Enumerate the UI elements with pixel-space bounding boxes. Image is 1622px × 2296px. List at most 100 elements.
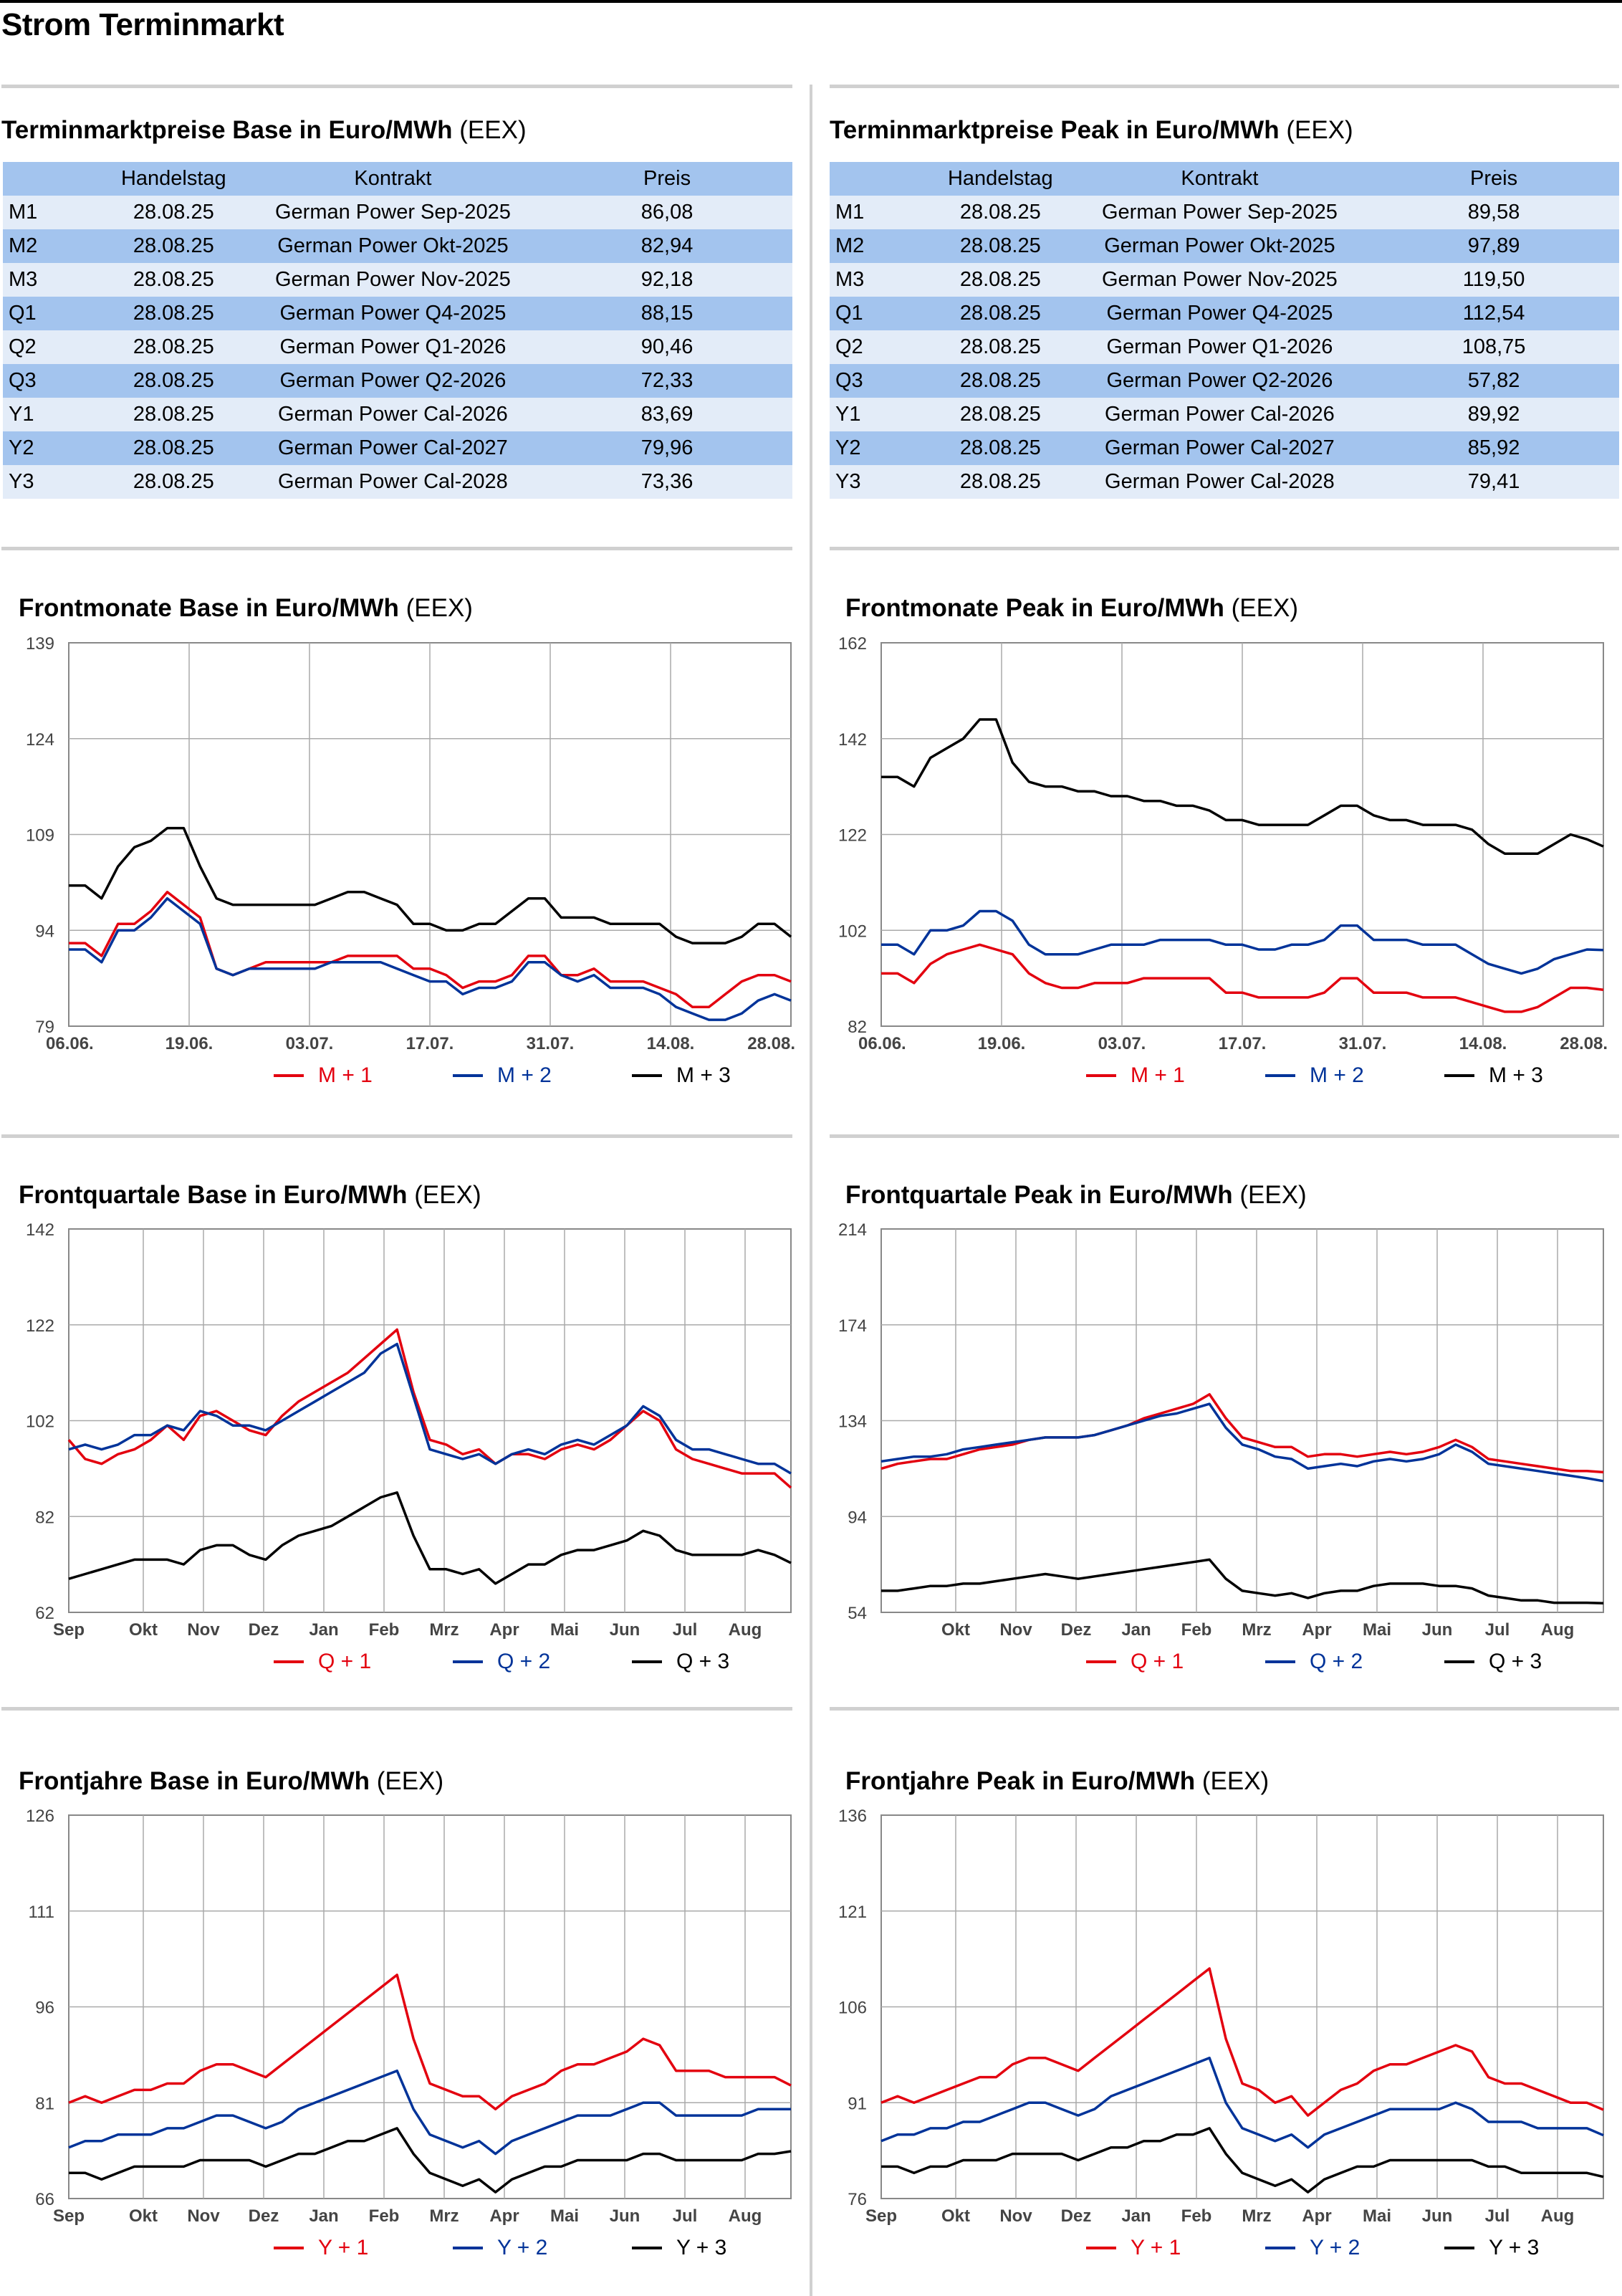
table-cell: Y2 <box>9 436 34 459</box>
table-cell: M1 <box>9 201 38 224</box>
table-header-row: Handelstag Kontrakt Preis <box>3 162 792 196</box>
series-line-0 <box>880 1967 1604 2117</box>
x-tick-label: Jul <box>1485 2206 1510 2226</box>
table-cell: 28.08.25 <box>959 201 1041 224</box>
column-header: Handelstag <box>947 167 1053 190</box>
table-cell: 28.08.25 <box>133 268 214 291</box>
y-tick-label: 134 <box>838 1412 867 1432</box>
series-line-1 <box>880 1402 1604 1483</box>
table-row: M1 28.08.25 German Power Sep-2025 89,58 <box>830 196 1619 229</box>
table-cell: Y2 <box>835 436 861 459</box>
y-tick-label: 76 <box>848 2190 867 2209</box>
x-tick-label: Mrz <box>1242 1620 1271 1640</box>
y-tick-label: 106 <box>838 1999 867 2018</box>
x-tick-label: Jan <box>309 1620 338 1640</box>
table-cell: 28.08.25 <box>959 403 1041 426</box>
x-tick-label: Jul <box>673 2206 698 2226</box>
x-tick-label: Nov <box>999 1620 1032 1640</box>
x-tick-label: Apr <box>489 1620 519 1640</box>
series-line-2 <box>69 2127 792 2194</box>
table-cell: 28.08.25 <box>959 335 1041 358</box>
series-line-1 <box>68 1342 792 1475</box>
series-line-1 <box>881 909 1604 975</box>
y-tick-label: 174 <box>838 1316 867 1336</box>
column-header <box>830 162 930 196</box>
table-cell: Q2 <box>835 335 863 358</box>
table-cell: German Power Cal-2027 <box>1105 436 1335 459</box>
legend-label: M + 1 <box>1131 1063 1185 1087</box>
x-tick-label: 03.07. <box>286 1034 334 1053</box>
y-tick-label: 66 <box>35 2190 54 2209</box>
chart-source: (EEX) <box>1201 1767 1270 1795</box>
table-cell: 108,75 <box>1462 335 1526 358</box>
chart-title-text: Frontquartale Peak in Euro/MWh <box>845 1181 1233 1209</box>
column-header: Preis <box>643 167 691 190</box>
legend-label: Q + 1 <box>1131 1650 1184 1673</box>
table-cell: 57,82 <box>1467 369 1520 392</box>
chart-source: (EEX) <box>406 594 473 622</box>
table-cell: 28.08.25 <box>133 234 214 257</box>
x-tick-label: 03.07. <box>1098 1034 1146 1053</box>
table-title-text: Terminmarktpreise Base in Euro/MWh <box>1 116 453 144</box>
column-header: Kontrakt <box>354 167 432 190</box>
table-row: Y3 28.08.25 German Power Cal-2028 79,41 <box>830 465 1619 499</box>
series-line-0 <box>881 943 1604 1013</box>
legend-label: Y + 3 <box>1489 2236 1539 2259</box>
x-tick-label: 19.06. <box>165 1034 213 1053</box>
table-cell: German Power Cal-2028 <box>1105 470 1335 493</box>
table-cell: 89,58 <box>1467 201 1520 224</box>
x-tick-label: Mrz <box>429 1620 459 1640</box>
y-tick-label: 162 <box>838 634 867 654</box>
table-title-peak: Terminmarktpreise Peak in Euro/MWh (EEX) <box>830 116 1353 145</box>
x-tick-label: 17.07. <box>406 1034 454 1053</box>
chart-source: (EEX) <box>376 1767 444 1795</box>
legend-label: M + 2 <box>497 1063 552 1087</box>
x-tick-label: Aug <box>1541 2206 1575 2226</box>
legend-label: Y + 2 <box>497 2236 547 2259</box>
table-row: Y2 28.08.25 German Power Cal-2027 79,96 <box>3 431 792 465</box>
chart-title: Frontmonate Base in Euro/MWh (EEX) <box>19 594 473 623</box>
chart-title: Frontjahre Peak in Euro/MWh (EEX) <box>845 1767 1269 1796</box>
y-tick-label: 94 <box>848 1508 867 1527</box>
series-line-2 <box>881 718 1604 856</box>
y-tick-label: 62 <box>35 1604 54 1623</box>
table-cell: Y3 <box>835 470 861 493</box>
y-tick-label: 54 <box>848 1604 867 1623</box>
table-header-row: Handelstag Kontrakt Preis <box>830 162 1619 196</box>
table-row: Q3 28.08.25 German Power Q2-2026 72,33 <box>3 364 792 398</box>
table-cell: German Power Okt-2025 <box>277 234 509 257</box>
column-header: Handelstag <box>120 167 226 190</box>
x-tick-label: 17.07. <box>1219 1034 1267 1053</box>
x-tick-label: Jun <box>1422 2206 1453 2226</box>
table-cell: 89,92 <box>1467 403 1520 426</box>
table-cell: 97,89 <box>1467 234 1520 257</box>
column-header: Preis <box>1470 167 1518 190</box>
legend-label: Q + 2 <box>497 1650 550 1673</box>
x-tick-label: Dez <box>249 2206 279 2226</box>
y-tick-label: 124 <box>26 730 54 750</box>
series-line-0 <box>68 1974 792 2110</box>
table-cell: 88,15 <box>640 302 694 325</box>
table-cell: 73,36 <box>640 470 694 493</box>
y-tick-label: 79 <box>35 1018 54 1037</box>
y-tick-label: 102 <box>26 1412 54 1432</box>
table-cell: German Power Q2-2026 <box>279 369 507 392</box>
table-cell: 28.08.25 <box>133 302 214 325</box>
x-tick-label: Jan <box>1121 2206 1151 2226</box>
section-divider <box>1 85 792 88</box>
table-title-base: Terminmarktpreise Base in Euro/MWh (EEX) <box>1 116 527 145</box>
y-tick-label: 122 <box>838 826 867 846</box>
section-divider <box>830 1134 1619 1138</box>
table-cell: 28.08.25 <box>133 403 214 426</box>
table-cell: 90,46 <box>640 335 694 358</box>
x-tick-label: Jun <box>1422 1620 1453 1640</box>
table-cell: Y1 <box>9 403 34 426</box>
series-line-0 <box>69 891 792 1009</box>
legend-label: M + 1 <box>318 1063 373 1087</box>
table-cell: M1 <box>835 201 865 224</box>
x-tick-label: Nov <box>187 1620 220 1640</box>
y-tick-label: 82 <box>35 1508 54 1527</box>
table-cell: M3 <box>9 268 38 291</box>
